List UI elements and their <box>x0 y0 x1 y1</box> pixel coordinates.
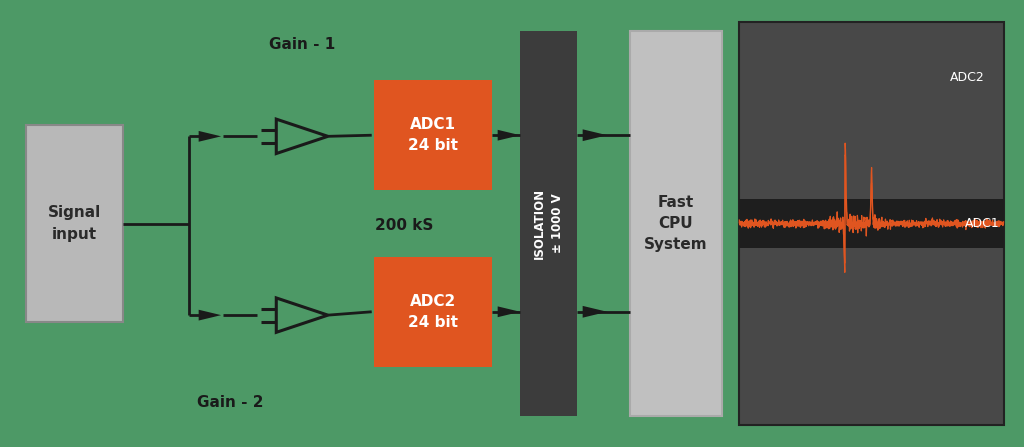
Text: ADC2
24 bit: ADC2 24 bit <box>408 294 458 330</box>
Polygon shape <box>199 310 221 320</box>
Text: ADC1: ADC1 <box>965 217 999 230</box>
Bar <box>630 31 722 416</box>
Bar <box>739 199 1004 248</box>
Bar <box>374 80 492 190</box>
Bar <box>739 22 1004 425</box>
Text: Gain - 2: Gain - 2 <box>198 395 263 410</box>
Text: ADC2: ADC2 <box>950 71 985 84</box>
Polygon shape <box>199 131 221 142</box>
Text: ISOLATION
± 1000 V: ISOLATION ± 1000 V <box>532 188 564 259</box>
Polygon shape <box>498 130 520 141</box>
Text: ADC1
24 bit: ADC1 24 bit <box>408 117 458 153</box>
Polygon shape <box>498 306 520 317</box>
Polygon shape <box>583 129 607 141</box>
Bar <box>26 125 123 322</box>
Bar <box>520 31 577 416</box>
Text: Gain - 1: Gain - 1 <box>269 37 335 52</box>
Bar <box>374 257 492 367</box>
Text: Signal
input: Signal input <box>47 206 101 241</box>
Polygon shape <box>583 306 607 318</box>
Text: 200 kS: 200 kS <box>375 218 434 233</box>
Polygon shape <box>276 119 328 154</box>
Text: Fast
CPU
System: Fast CPU System <box>644 195 708 252</box>
Polygon shape <box>276 298 328 333</box>
